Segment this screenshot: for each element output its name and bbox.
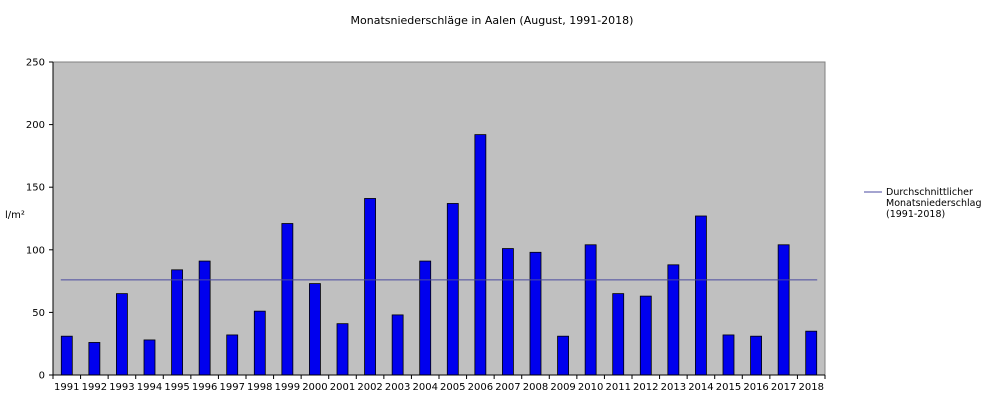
- bar-2005: [446, 203, 459, 376]
- legend-label-line: (1991-2018): [886, 209, 945, 220]
- x-axis-ticks: 1991 1992 1993 1994 1995 1996 1997 1998 1999 2000…: [52, 375, 826, 393]
- bar-2011: [612, 293, 625, 376]
- bar-2006: [474, 134, 487, 376]
- bar-2001: [336, 323, 349, 376]
- bar-2016: [750, 335, 762, 376]
- x-tick-label: 1994: [137, 382, 162, 393]
- x-tick-label: 2009: [550, 382, 575, 393]
- bar-1991: [60, 335, 73, 376]
- y-tick-label: 200: [26, 120, 45, 131]
- x-tick-label: 2018: [798, 382, 823, 393]
- bar-2009: [557, 335, 569, 376]
- legend-label-line: Monatsniederschlag: [886, 198, 982, 209]
- x-tick-label: 1998: [247, 382, 272, 393]
- x-tick-label: 2006: [468, 382, 493, 393]
- x-tick-label: 2000: [302, 382, 327, 393]
- y-tick-label: 50: [32, 308, 45, 319]
- x-tick-label: 1992: [82, 382, 107, 393]
- x-tick-label: 2003: [385, 382, 410, 393]
- x-tick-label: 2010: [578, 382, 603, 393]
- legend-label: Durchschnittlicher Monatsniederschlag (1…: [886, 187, 985, 220]
- x-tick-label: 2008: [523, 382, 548, 393]
- x-tick-label: 2004: [412, 382, 437, 393]
- y-axis-ticks: 0 50 100 150 200 250: [26, 58, 53, 382]
- bar-2002: [364, 198, 376, 376]
- x-tick-label: 2005: [440, 382, 465, 393]
- bar-2017: [777, 244, 790, 376]
- x-tick-label: 1993: [109, 382, 134, 393]
- x-tick-label: 2015: [716, 382, 741, 393]
- legend: Durchschnittlicher Monatsniederschlag (1…: [864, 187, 985, 220]
- legend-label-line: Durchschnittlicher: [886, 187, 973, 198]
- plot-area: [52, 61, 826, 376]
- bar-1999: [281, 223, 294, 376]
- bar-1992: [88, 342, 101, 376]
- bar-2010: [584, 244, 597, 376]
- x-tick-label: 2017: [771, 382, 796, 393]
- x-tick-label: 1991: [54, 382, 79, 393]
- bar-1993: [116, 293, 128, 376]
- y-tick-label: 150: [26, 183, 45, 194]
- x-tick-label: 2001: [330, 382, 355, 393]
- bar-1995: [171, 269, 183, 376]
- y-tick-label: 0: [39, 371, 45, 382]
- bar-2018: [805, 330, 818, 376]
- bar-2000: [309, 283, 321, 376]
- x-tick-label: 2013: [661, 382, 686, 393]
- x-tick-label: 2014: [688, 382, 713, 393]
- bar-1994: [143, 339, 156, 376]
- bar-1996: [198, 260, 211, 376]
- x-tick-label: 2012: [633, 382, 658, 393]
- bars: [60, 134, 818, 376]
- bar-1997: [226, 334, 239, 376]
- x-tick-label: 1995: [164, 382, 189, 393]
- bar-2014: [695, 215, 707, 376]
- bar-2007: [502, 248, 514, 376]
- x-tick-label: 2016: [743, 382, 768, 393]
- bar-1998: [253, 310, 266, 376]
- x-tick-label: 1999: [275, 382, 300, 393]
- y-tick-label: 100: [26, 245, 45, 256]
- y-axis-label: l/m²: [5, 210, 25, 221]
- x-tick-label: 2002: [357, 382, 382, 393]
- x-tick-label: 1997: [219, 382, 244, 393]
- bar-2012: [639, 295, 652, 376]
- bar-2003: [391, 314, 404, 376]
- bar-2004: [419, 260, 432, 376]
- bar-2015: [722, 334, 735, 376]
- bar-2008: [529, 251, 542, 376]
- chart-title: Monatsniederschläge in Aalen (August, 19…: [351, 14, 634, 27]
- x-tick-label: 2011: [605, 382, 630, 393]
- y-tick-label: 250: [26, 58, 45, 69]
- bar-2013: [667, 264, 680, 376]
- x-tick-label: 2007: [495, 382, 520, 393]
- x-tick-label: 1996: [192, 382, 217, 393]
